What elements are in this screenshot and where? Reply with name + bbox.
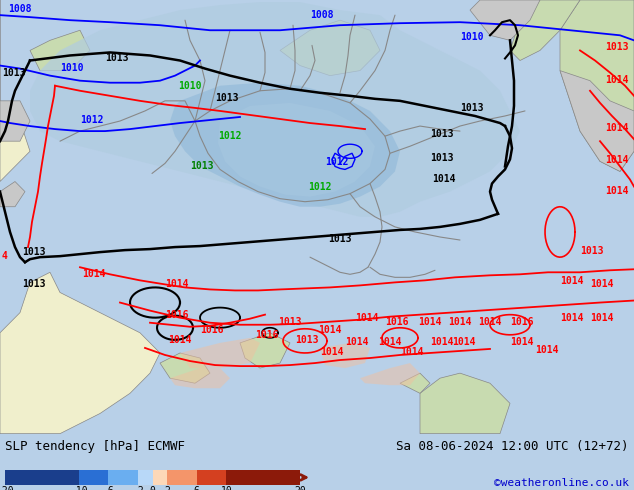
Text: 1014: 1014 <box>400 347 424 357</box>
Text: 1014: 1014 <box>560 276 583 286</box>
Text: 1012: 1012 <box>218 131 242 141</box>
Text: 1014: 1014 <box>510 337 533 347</box>
Text: 1010: 1010 <box>60 63 84 73</box>
Text: 1013: 1013 <box>295 335 318 345</box>
Polygon shape <box>180 338 260 368</box>
Text: 1014: 1014 <box>452 337 476 347</box>
Text: 1008: 1008 <box>310 10 333 20</box>
Text: 1014: 1014 <box>432 173 455 184</box>
Text: 1013: 1013 <box>105 52 129 63</box>
Bar <box>153 470 167 485</box>
Text: 1014: 1014 <box>448 317 472 327</box>
Text: 1014: 1014 <box>82 270 105 279</box>
Text: 1013: 1013 <box>278 317 302 327</box>
Text: 1014: 1014 <box>605 186 628 196</box>
Polygon shape <box>560 0 634 172</box>
Polygon shape <box>0 181 25 207</box>
Text: 1013: 1013 <box>190 161 214 172</box>
Bar <box>108 470 138 485</box>
Polygon shape <box>320 343 370 368</box>
Text: 6: 6 <box>194 486 200 490</box>
Polygon shape <box>218 103 375 196</box>
Text: 1013: 1013 <box>2 68 25 77</box>
Text: 1014: 1014 <box>535 345 559 355</box>
Polygon shape <box>0 101 30 141</box>
Text: -20: -20 <box>0 486 14 490</box>
Text: ©weatheronline.co.uk: ©weatheronline.co.uk <box>494 478 629 488</box>
Text: 1016: 1016 <box>255 330 278 340</box>
Polygon shape <box>240 333 290 368</box>
Polygon shape <box>0 272 160 434</box>
Bar <box>138 470 153 485</box>
Text: 1013: 1013 <box>580 246 604 256</box>
Text: Sa 08-06-2024 12:00 UTC (12+72): Sa 08-06-2024 12:00 UTC (12+72) <box>396 440 629 453</box>
Text: 1016: 1016 <box>510 317 533 327</box>
Text: 1014: 1014 <box>320 347 344 357</box>
Bar <box>197 470 226 485</box>
Text: 1012: 1012 <box>308 182 332 192</box>
Polygon shape <box>420 373 510 434</box>
Text: 1016: 1016 <box>200 325 224 335</box>
Text: 2: 2 <box>164 486 170 490</box>
Text: 0: 0 <box>150 486 155 490</box>
Text: 1014: 1014 <box>605 155 628 166</box>
Bar <box>5 470 79 485</box>
Text: 1010: 1010 <box>178 81 202 91</box>
Polygon shape <box>170 83 400 207</box>
Text: 1014: 1014 <box>355 313 378 323</box>
Text: 1014: 1014 <box>378 337 401 347</box>
Text: 1008: 1008 <box>8 4 32 14</box>
Text: 1012: 1012 <box>325 157 349 168</box>
Text: 1016: 1016 <box>385 317 408 327</box>
Text: 1014: 1014 <box>590 313 614 323</box>
Text: 1014: 1014 <box>478 317 501 327</box>
Text: 1014: 1014 <box>318 325 342 335</box>
Polygon shape <box>470 0 540 40</box>
Bar <box>79 470 108 485</box>
Polygon shape <box>30 2 520 217</box>
Text: 1013: 1013 <box>22 279 46 290</box>
Polygon shape <box>160 353 210 383</box>
Text: 1013: 1013 <box>328 234 351 244</box>
Text: 1016: 1016 <box>165 310 188 319</box>
Text: 1013: 1013 <box>430 129 453 139</box>
Text: 1014: 1014 <box>418 317 441 327</box>
Text: 1010: 1010 <box>460 32 484 42</box>
Text: 1012: 1012 <box>80 115 103 125</box>
Text: -10: -10 <box>70 486 87 490</box>
Bar <box>167 470 197 485</box>
Text: 20: 20 <box>294 486 306 490</box>
Text: 1014: 1014 <box>605 123 628 133</box>
Text: SLP tendency [hPa] ECMWF: SLP tendency [hPa] ECMWF <box>5 440 185 453</box>
Polygon shape <box>0 0 30 181</box>
Text: 10: 10 <box>221 486 232 490</box>
Text: 1013: 1013 <box>215 93 238 103</box>
Text: 1014: 1014 <box>430 337 453 347</box>
Polygon shape <box>280 20 380 75</box>
Text: -6: -6 <box>102 486 114 490</box>
Polygon shape <box>30 30 90 71</box>
Text: 1014: 1014 <box>590 279 614 290</box>
Text: 1014: 1014 <box>605 74 628 85</box>
Polygon shape <box>360 363 420 385</box>
Polygon shape <box>560 71 634 172</box>
Text: 1014: 1014 <box>345 337 368 347</box>
Text: -2: -2 <box>132 486 144 490</box>
Bar <box>226 470 300 485</box>
Text: 1014: 1014 <box>168 335 191 345</box>
Text: 1013: 1013 <box>430 153 453 163</box>
Text: 1013: 1013 <box>605 43 628 52</box>
Polygon shape <box>400 373 430 393</box>
Text: 1014: 1014 <box>560 313 583 323</box>
Polygon shape <box>510 0 580 60</box>
Text: 1014: 1014 <box>165 279 188 290</box>
Text: 4: 4 <box>2 251 8 261</box>
Polygon shape <box>170 368 230 388</box>
Text: 1013: 1013 <box>460 103 484 113</box>
Text: 1013: 1013 <box>22 247 46 257</box>
